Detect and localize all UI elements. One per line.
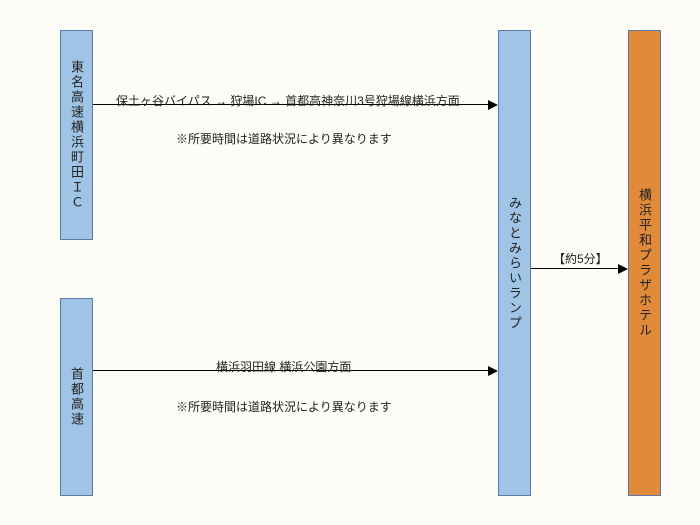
arrow-route2-head (488, 366, 498, 376)
box-mid: みなとみらいランプ (498, 30, 531, 496)
box-origin2-label: 首都高速 (67, 367, 86, 427)
box-origin2: 首都高速 (60, 298, 93, 496)
arrow-mid-dest-head (618, 264, 628, 274)
box-mid-label: みなとみらいランプ (505, 196, 524, 331)
route2-note: ※所要時間は道路状況により異なります (176, 398, 392, 415)
mid-dest-label: 【約5分】 (553, 250, 608, 267)
route1-note: ※所要時間は道路状況により異なります (176, 130, 392, 147)
box-origin1-label: 東名高速横浜町田ＩＣ (67, 60, 86, 210)
route2-label: 横浜羽田線 横浜公園方面 (216, 358, 351, 375)
arrow-route1-head (488, 100, 498, 110)
arrow-mid-dest (531, 268, 620, 269)
route1-label: 保土ヶ谷バイパス → 狩場IC → 首都高神奈川3号狩場線横浜方面 (116, 92, 460, 109)
box-origin1: 東名高速横浜町田ＩＣ (60, 30, 93, 240)
box-dest-label: 横浜平和プラザホテル (635, 188, 654, 338)
box-dest: 横浜平和プラザホテル (628, 30, 661, 496)
